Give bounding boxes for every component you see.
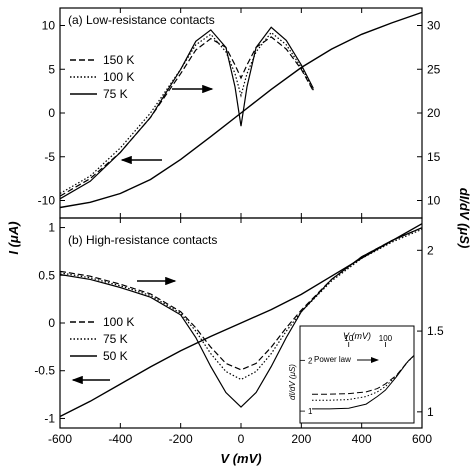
panel-a-title: (a) Low-resistance contacts [68,13,215,27]
x-tick-label: 200 [291,432,311,446]
inset-y-tick-label: 2 [308,356,313,365]
legend-label-75k-b: 75 K [103,332,128,346]
legend-label-100k-b: 100 K [103,315,134,329]
left-axis-label: I (μA) [6,221,21,254]
y-tick-label-left: -1 [44,411,55,425]
y-tick-label-left: -0.5 [34,364,55,378]
inset-content: 10 100 1 2 [300,334,415,416]
y-tick-label-right: 20 [427,106,441,120]
y-tick-label-left: 0 [48,106,55,120]
legend-label-150k: 150 K [103,53,134,67]
panel-a-legend: 150 K 100 K 75 K [70,53,134,101]
y-tick-label-right: 30 [427,19,441,33]
y-tick-label-right: 25 [427,62,441,76]
y-tick-label-left: 0.5 [38,268,55,282]
y-tick-label-left: 5 [48,62,55,76]
didv-series-a-75k [59,26,314,200]
legend-label-100k: 100 K [103,70,134,84]
right-axis-label: dI/dV (μS) [457,188,472,249]
legend-label-50k-b: 50 K [103,349,128,363]
didv-series-a-150k [59,36,314,197]
x-tick-label: 400 [352,432,372,446]
iv-curve-panel-a [59,11,423,209]
inset-annotation: Power law [314,355,351,364]
didv-series-a-100k [59,31,314,195]
inset-x-tick-label: 100 [379,334,393,343]
x-tick-label: -400 [108,432,132,446]
x-tick-label: -600 [48,432,72,446]
y-tick-label-left: -5 [44,150,55,164]
inset-frame [299,325,415,424]
panel-b-title: (b) High-resistance contacts [68,233,217,247]
y-tick-label-right: 1.5 [427,324,444,338]
inset-series-50k [312,355,415,410]
inset-y-tick-label: 1 [308,407,313,416]
x-axis-label: V (mV) [220,451,261,466]
y-tick-label-left: -10 [38,194,56,208]
y-tick-label-right: 1 [427,405,434,419]
x-tick-label: -200 [169,432,193,446]
y-tick-label-right: 2 [427,243,434,257]
panel-b-legend: 100 K 75 K 50 K [70,315,134,363]
y-tick-label-left: 0 [48,316,55,330]
curves [59,11,423,418]
y-tick-label-right: 10 [427,194,441,208]
inset-y-label: dI/dV (μS) [288,364,297,400]
inset-x-label: V (mV) [343,331,371,341]
x-tick-label: 600 [412,432,432,446]
inset-x-tick-label: 10 [344,334,353,343]
x-tick-label: 0 [238,432,245,446]
legend-label-75k: 75 K [103,87,128,101]
inset: V (mV) dI/dV (μS) Power law 10 100 1 2 [288,325,415,424]
didv-series-b-50k [59,227,423,408]
y-tick-label-left: 1 [48,221,55,235]
y-tick-label-left: 10 [42,19,56,33]
y-tick-label-right: 15 [427,150,441,164]
